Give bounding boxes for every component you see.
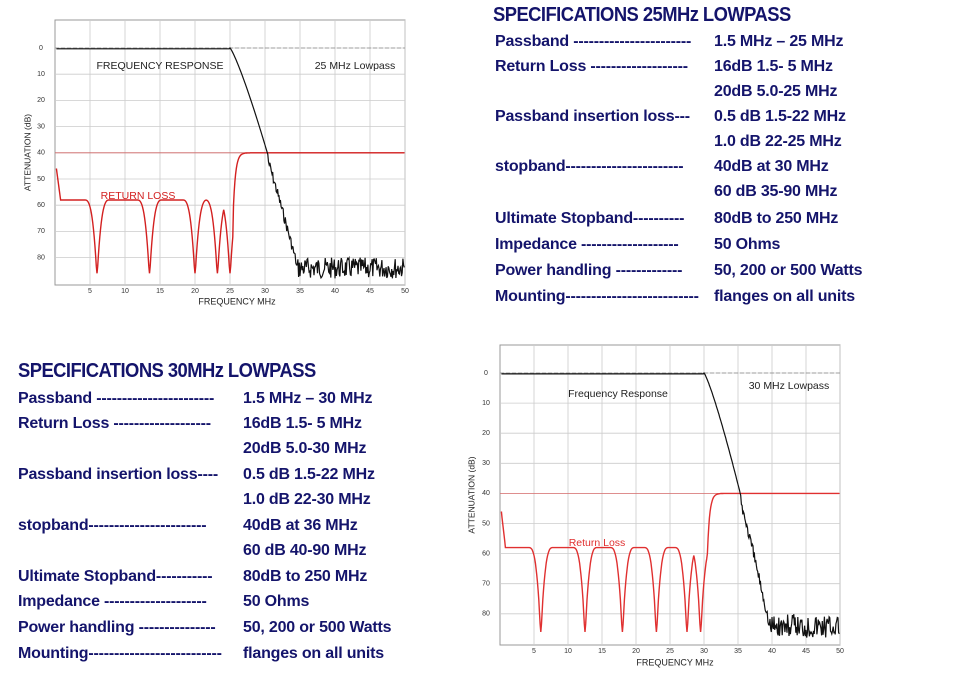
- spec-value: 0.5 dB 1.5-22 MHz: [243, 466, 375, 483]
- spec-value: 40dB at 36 MHz: [243, 517, 358, 534]
- y-tick-label: 70: [482, 581, 490, 588]
- spec-value: 50, 200 or 500 Watts: [714, 262, 863, 279]
- x-tick-label: 40: [331, 288, 339, 295]
- spec-value: 20dB 5.0-30 MHz: [243, 440, 367, 457]
- chart-title: FREQUENCY RESPONSE: [97, 60, 224, 72]
- x-tick-label: 10: [121, 288, 129, 295]
- spec-label: Impedance -------------------: [495, 236, 679, 253]
- spec-label: Passband insertion loss---: [495, 108, 690, 125]
- x-tick-label: 25: [666, 648, 674, 655]
- y-tick-label: 40: [482, 490, 490, 497]
- spec-value: 60 dB 40-90 MHz: [243, 542, 367, 559]
- spec-value: 1.5 MHz – 25 MHz: [714, 33, 844, 50]
- x-tick-label: 5: [88, 288, 92, 295]
- insertion-curve: [501, 371, 840, 638]
- spec-label: Mounting--------------------------: [18, 645, 222, 662]
- spec-value: flanges on all units: [243, 645, 384, 662]
- y-tick-label: 20: [482, 430, 490, 437]
- spec-value: 20dB 5.0-25 MHz: [714, 83, 838, 100]
- spec-label: Return Loss -------------------: [495, 58, 688, 75]
- x-axis-label: FREQUENCY MHz: [198, 296, 276, 306]
- spec-value: 50 Ohms: [714, 236, 781, 253]
- y-tick-label: 80: [482, 611, 490, 618]
- spec-value: 60 dB 35-90 MHz: [714, 183, 838, 200]
- spec-value: 50, 200 or 500 Watts: [243, 619, 392, 636]
- y-tick-label: 30: [482, 460, 490, 467]
- return-loss-curve: [500, 492, 840, 632]
- x-tick-label: 40: [768, 648, 776, 655]
- y-tick-label: 50: [482, 520, 490, 527]
- y-tick-label: 40: [37, 150, 45, 157]
- x-tick-label: 10: [564, 648, 572, 655]
- spec-label: Power handling -------------: [495, 262, 683, 279]
- spec-value: 1.5 MHz – 30 MHz: [243, 390, 373, 407]
- spec-label: Impedance --------------------: [18, 593, 207, 610]
- spec-label: Ultimate Stopband----------: [495, 210, 685, 227]
- y-tick-label: 50: [37, 176, 45, 183]
- x-tick-label: 45: [366, 288, 374, 295]
- spec-value: 1.0 dB 22-30 MHz: [243, 491, 371, 508]
- spec-label: Return Loss -------------------: [18, 415, 211, 432]
- y-tick-label: 60: [482, 550, 490, 557]
- return-loss-label: Return Loss: [569, 537, 626, 549]
- chart-subtitle: 25 MHz Lowpass: [315, 60, 396, 72]
- spec-label: Mounting--------------------------: [495, 288, 699, 305]
- insertion-curve: [56, 47, 405, 280]
- x-tick-label: 5: [532, 648, 536, 655]
- spec-label: Passband -----------------------: [495, 33, 692, 50]
- spec-label: Passband -----------------------: [18, 390, 215, 407]
- chart-title: Frequency Response: [568, 388, 668, 400]
- spec-value: 1.0 dB 22-25 MHz: [714, 133, 842, 150]
- return-loss-label: RETURN LOSS: [101, 190, 176, 202]
- spec-label: Ultimate Stopband-----------: [18, 568, 213, 585]
- x-tick-label: 25: [226, 288, 234, 295]
- y-tick-label: 20: [37, 97, 45, 104]
- x-tick-label: 20: [632, 648, 640, 655]
- y-tick-label: 70: [37, 228, 45, 235]
- y-axis-label: ATTENUATION (dB): [466, 456, 476, 533]
- x-tick-label: 45: [802, 648, 810, 655]
- spec-title: SPECIFICATIONS 30MHz LOWPASS: [18, 360, 316, 382]
- y-tick-label: 0: [484, 370, 488, 377]
- y-tick-label: 80: [37, 254, 45, 261]
- spec-value: 80dB to 250 MHz: [714, 210, 839, 227]
- return-loss-curve: [55, 152, 405, 274]
- spec-value: 40dB at 30 MHz: [714, 158, 829, 175]
- spec-value: 80dB to 250 MHz: [243, 568, 368, 585]
- y-tick-label: 10: [37, 71, 45, 78]
- x-tick-label: 50: [836, 648, 844, 655]
- spec-title: SPECIFICATIONS 25MHz LOWPASS: [493, 4, 791, 26]
- spec-label: Passband insertion loss----: [18, 466, 218, 483]
- spec-label: Power handling ---------------: [18, 619, 216, 636]
- chart-subtitle: 30 MHz Lowpass: [749, 380, 830, 392]
- x-tick-label: 30: [261, 288, 269, 295]
- x-tick-label: 20: [191, 288, 199, 295]
- spec-label: stopband-----------------------: [18, 517, 207, 534]
- y-axis-label: ATTENUATION (dB): [22, 114, 32, 191]
- x-axis-label: FREQUENCY MHz: [636, 657, 714, 667]
- spec-value: 50 Ohms: [243, 593, 310, 610]
- spec-value: 0.5 dB 1.5-22 MHz: [714, 108, 846, 125]
- x-tick-label: 15: [156, 288, 164, 295]
- x-tick-label: 35: [734, 648, 742, 655]
- x-tick-label: 50: [401, 288, 409, 295]
- y-tick-label: 60: [37, 202, 45, 209]
- y-tick-label: 0: [39, 45, 43, 52]
- x-tick-label: 35: [296, 288, 304, 295]
- y-tick-label: 30: [37, 123, 45, 130]
- y-tick-label: 10: [482, 400, 490, 407]
- spec-value: flanges on all units: [714, 288, 855, 305]
- spec-value: 16dB 1.5- 5 MHz: [243, 415, 362, 432]
- x-tick-label: 15: [598, 648, 606, 655]
- x-tick-label: 30: [700, 648, 708, 655]
- spec-value: 16dB 1.5- 5 MHz: [714, 58, 833, 75]
- spec-label: stopband-----------------------: [495, 158, 684, 175]
